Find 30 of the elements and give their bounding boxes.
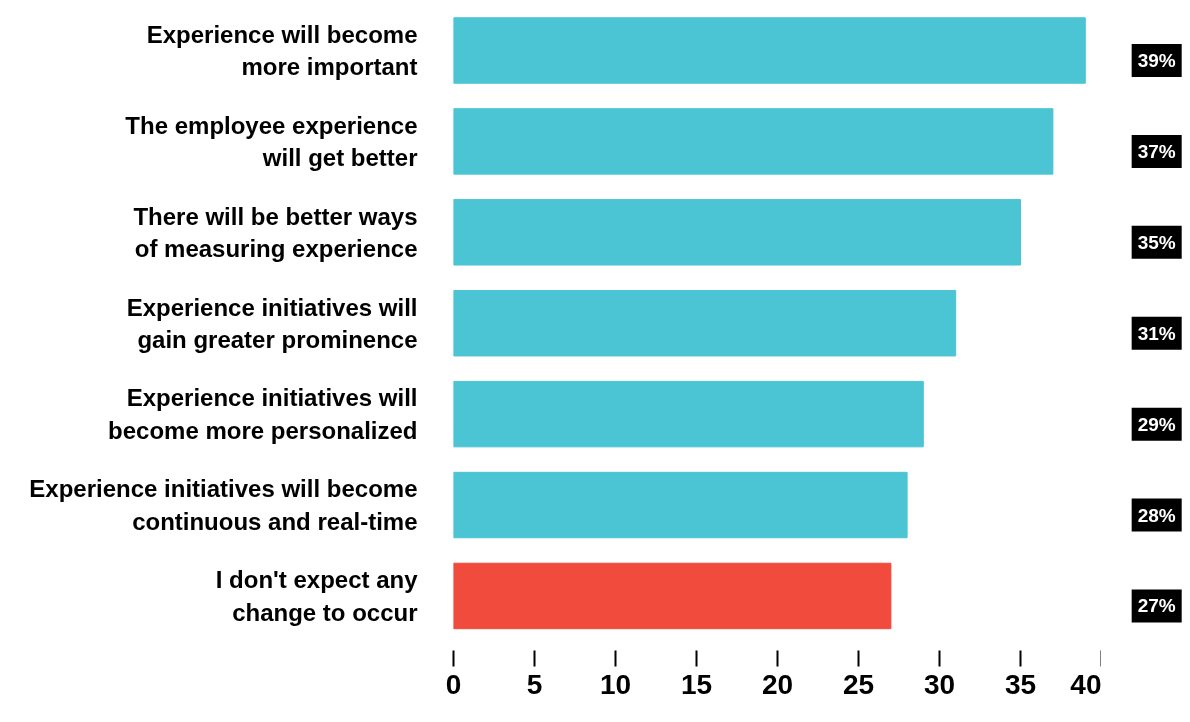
bar <box>453 471 908 539</box>
data-label: 39% <box>1137 50 1176 71</box>
data-label: 27% <box>1137 595 1176 617</box>
bar <box>453 108 1054 175</box>
data-label: 28% <box>1137 504 1176 526</box>
data-label: 37% <box>1137 140 1176 162</box>
data-label: 31% <box>1137 322 1176 344</box>
x-tick-label: 40 <box>1070 668 1102 700</box>
x-tick-label: 5 <box>526 668 543 700</box>
bar <box>453 562 892 630</box>
x-tick-label: 20 <box>761 668 794 700</box>
x-tick-label: 0 <box>445 668 462 700</box>
y-tick-label: I don't expect any change to occur <box>215 566 419 626</box>
data-label: 35% <box>1137 231 1176 253</box>
x-tick-label: 15 <box>680 668 713 700</box>
x-tick-label: 10 <box>599 668 632 700</box>
y-tick-label: Experience will become more important <box>146 20 418 81</box>
y-tick-label: There will be better ways of measuring experience <box>133 202 418 263</box>
x-tick-label: 25 <box>842 668 875 700</box>
y-tick-label: Experience initiatives will gain greater prominence <box>126 293 418 353</box>
bar <box>453 380 924 448</box>
bar <box>453 17 1086 84</box>
x-tick-label: 35 <box>1004 668 1037 700</box>
data-label: 29% <box>1137 413 1176 435</box>
y-tick-label: Experience initiatives will become continuous and real-time <box>29 475 418 535</box>
y-tick-label: Experience initiatives will become more personalized <box>108 384 418 444</box>
y-tick-label: The employee experience will get better <box>125 111 418 172</box>
x-tick-label: 30 <box>923 668 956 700</box>
bar <box>453 199 1021 266</box>
bar <box>453 290 957 357</box>
